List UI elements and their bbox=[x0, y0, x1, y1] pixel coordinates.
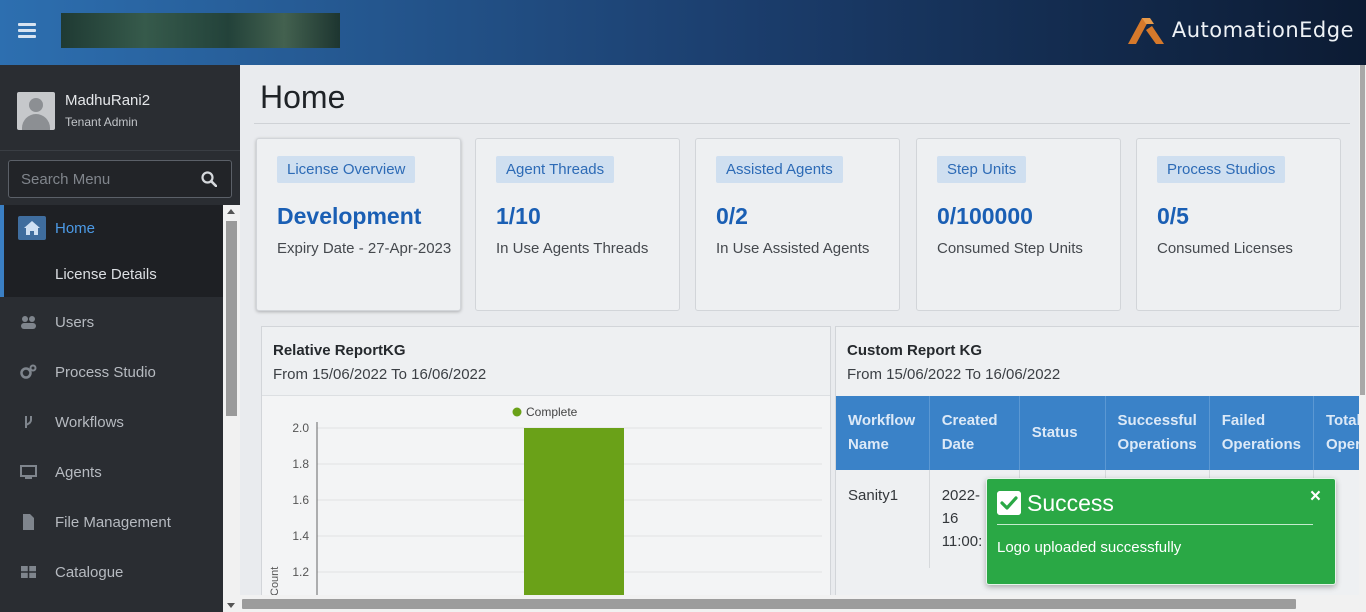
user-role: Tenant Admin bbox=[65, 115, 138, 129]
avatar bbox=[17, 92, 55, 130]
y-tick-label: 2.0 bbox=[292, 421, 309, 435]
sidebar-item-label: File Management bbox=[55, 513, 171, 531]
monitor-icon bbox=[20, 465, 37, 479]
sidebar-item-catalogue[interactable]: Catalogue bbox=[0, 547, 223, 597]
chart-area: 2.0 1.8 1.6 1.4 1.2 Complete Count bbox=[262, 395, 830, 612]
y-tick-label: 1.6 bbox=[292, 493, 309, 507]
legend-label: Complete bbox=[526, 405, 578, 419]
branch-icon bbox=[25, 416, 32, 428]
search-icon[interactable] bbox=[201, 171, 217, 187]
card-desc: Consumed Step Units bbox=[937, 240, 1083, 257]
report-title: Custom Report KG bbox=[847, 342, 982, 359]
card-desc: Expiry Date - 27-Apr-2023 bbox=[277, 240, 452, 257]
process-studios-card: Process Studios 0/5 Consumed Licenses bbox=[1136, 138, 1341, 311]
col-workflow-name[interactable]: Workflow Name bbox=[836, 396, 930, 470]
bar-chart: 2.0 1.8 1.6 1.4 1.2 Complete Count bbox=[269, 405, 822, 612]
brand-name: AutomationEdge bbox=[1171, 18, 1354, 42]
card-badge: Agent Threads bbox=[496, 156, 615, 183]
card-desc: In Use Agents Threads bbox=[496, 240, 649, 257]
card-desc: In Use Assisted Agents bbox=[716, 240, 870, 257]
sidebar-item-home[interactable]: Home bbox=[0, 205, 223, 251]
step-units-card: Step Units 0/100000 Consumed Step Units bbox=[916, 138, 1121, 311]
legend-marker bbox=[512, 407, 522, 417]
report-date-range: From 15/06/2022 To 16/06/2022 bbox=[273, 366, 487, 383]
card-badge: Step Units bbox=[937, 156, 1027, 183]
page-title: Home bbox=[260, 79, 346, 115]
sidebar: MadhuRani2 Tenant Admin Home License Det… bbox=[0, 65, 240, 612]
toast-title: Success bbox=[1027, 490, 1114, 516]
card-desc: Consumed Licenses bbox=[1157, 240, 1293, 257]
user-name: MadhuRani2 bbox=[65, 92, 151, 109]
col-total-operations[interactable]: Total Oper bbox=[1313, 396, 1366, 470]
home-icon bbox=[18, 216, 46, 240]
sidebar-item-file-management[interactable]: File Management bbox=[0, 497, 223, 547]
menu-toggle-icon[interactable] bbox=[18, 23, 36, 39]
y-axis-label: Count bbox=[269, 567, 281, 596]
card-value: 0/100000 bbox=[937, 203, 1033, 229]
bar-complete bbox=[524, 428, 624, 612]
sidebar-scrollbar[interactable] bbox=[223, 205, 240, 612]
page-horizontal-scrollbar[interactable] bbox=[240, 595, 1366, 612]
sidebar-scroll-thumb[interactable] bbox=[226, 221, 237, 416]
agent-threads-card: Agent Threads 1/10 In Use Agents Threads bbox=[475, 138, 680, 311]
grid-icon bbox=[21, 566, 36, 578]
card-badge: Assisted Agents bbox=[716, 156, 843, 183]
brand-logo: AutomationEdge bbox=[1126, 12, 1354, 48]
gears-icon bbox=[20, 364, 37, 379]
sidebar-menu: Home License Details Users Process Studi… bbox=[0, 205, 223, 597]
sidebar-item-users[interactable]: Users bbox=[0, 297, 223, 347]
y-tick-label: 1.2 bbox=[292, 565, 309, 579]
sidebar-item-label: Users bbox=[55, 313, 95, 331]
close-icon[interactable]: × bbox=[1309, 486, 1321, 507]
file-icon bbox=[23, 514, 34, 530]
success-toast: Success × Logo uploaded successfully bbox=[986, 478, 1336, 585]
sidebar-item-label: Catalogue bbox=[55, 563, 124, 581]
card-value: 0/5 bbox=[1157, 203, 1189, 229]
sidebar-item-label: Home bbox=[55, 219, 96, 237]
col-successful-operations[interactable]: Successful Operations bbox=[1105, 396, 1210, 470]
scroll-up-icon[interactable] bbox=[227, 209, 235, 214]
col-failed-operations[interactable]: Failed Operations bbox=[1209, 396, 1314, 470]
users-icon bbox=[21, 316, 36, 329]
assisted-agents-card: Assisted Agents 0/2 In Use Assisted Agen… bbox=[695, 138, 900, 311]
tenant-logo-banner bbox=[61, 13, 340, 48]
scroll-down-icon[interactable] bbox=[227, 603, 235, 608]
card-value: 1/10 bbox=[496, 203, 541, 229]
sidebar-item-label: Workflows bbox=[55, 413, 124, 431]
user-panel: MadhuRani2 Tenant Admin bbox=[0, 65, 240, 151]
cell-workflow-name: Sanity1 bbox=[836, 470, 930, 568]
h-scroll-thumb[interactable] bbox=[242, 599, 1296, 609]
sidebar-item-label: Agents bbox=[55, 463, 102, 481]
col-created-date[interactable]: Created Date bbox=[929, 396, 1020, 470]
toast-message: Logo uploaded successfully bbox=[997, 539, 1182, 556]
report-date-range: From 15/06/2022 To 16/06/2022 bbox=[847, 366, 1061, 383]
automationedge-logo-icon bbox=[1127, 18, 1164, 44]
col-status[interactable]: Status bbox=[1019, 396, 1106, 470]
title-divider bbox=[254, 123, 1350, 124]
top-header: AutomationEdge bbox=[0, 0, 1366, 65]
license-overview-card: License Overview Development Expiry Date… bbox=[256, 138, 461, 311]
card-value: Development bbox=[277, 203, 422, 229]
sidebar-item-workflows[interactable]: Workflows bbox=[0, 397, 223, 447]
relative-report-panel: Relative ReportKG From 15/06/2022 To 16/… bbox=[261, 326, 831, 612]
y-tick-label: 1.8 bbox=[292, 457, 309, 471]
sidebar-item-process-studio[interactable]: Process Studio bbox=[0, 347, 223, 397]
sidebar-item-license-details[interactable]: License Details bbox=[0, 251, 223, 297]
toast-divider bbox=[997, 524, 1313, 525]
page-scroll-thumb[interactable] bbox=[1360, 65, 1365, 395]
search-menu-box bbox=[8, 160, 232, 198]
card-badge: License Overview bbox=[277, 156, 416, 183]
y-tick-label: 1.4 bbox=[292, 529, 309, 543]
report-title: Relative ReportKG bbox=[273, 342, 406, 359]
card-badge: Process Studios bbox=[1157, 156, 1286, 183]
sidebar-item-agents[interactable]: Agents bbox=[0, 447, 223, 497]
check-icon bbox=[997, 491, 1021, 515]
card-value: 0/2 bbox=[716, 203, 748, 229]
page-vertical-scrollbar[interactable] bbox=[1359, 65, 1366, 595]
search-menu-input[interactable] bbox=[9, 161, 189, 197]
sidebar-item-label: Process Studio bbox=[55, 363, 156, 381]
